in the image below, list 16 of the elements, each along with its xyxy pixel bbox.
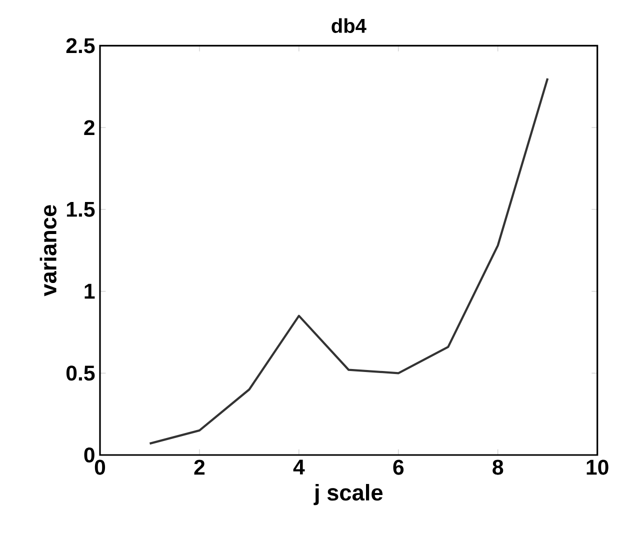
y-tick-label: 2.5 — [66, 38, 95, 54]
y-axis-title: variance — [40, 205, 56, 296]
y-tick-label: 0 — [84, 447, 94, 463]
x-axis-title: j scale — [314, 484, 383, 506]
x-tick-label: 2 — [194, 460, 205, 475]
x-tick-label: 10 — [586, 460, 608, 475]
x-tick-label: 4 — [293, 460, 305, 474]
chart-title: db4 — [332, 18, 366, 33]
y-tick-label: 1.5 — [66, 202, 95, 217]
line-series — [148, 77, 549, 445]
y-tick-label: 2 — [84, 120, 94, 135]
x-tick-label: 0 — [94, 460, 106, 475]
x-tick-label: 8 — [492, 460, 504, 475]
y-tick-label: 1 — [84, 284, 95, 299]
y-tick-label: 0.5 — [66, 366, 95, 381]
x-tick-label: 6 — [393, 460, 404, 475]
